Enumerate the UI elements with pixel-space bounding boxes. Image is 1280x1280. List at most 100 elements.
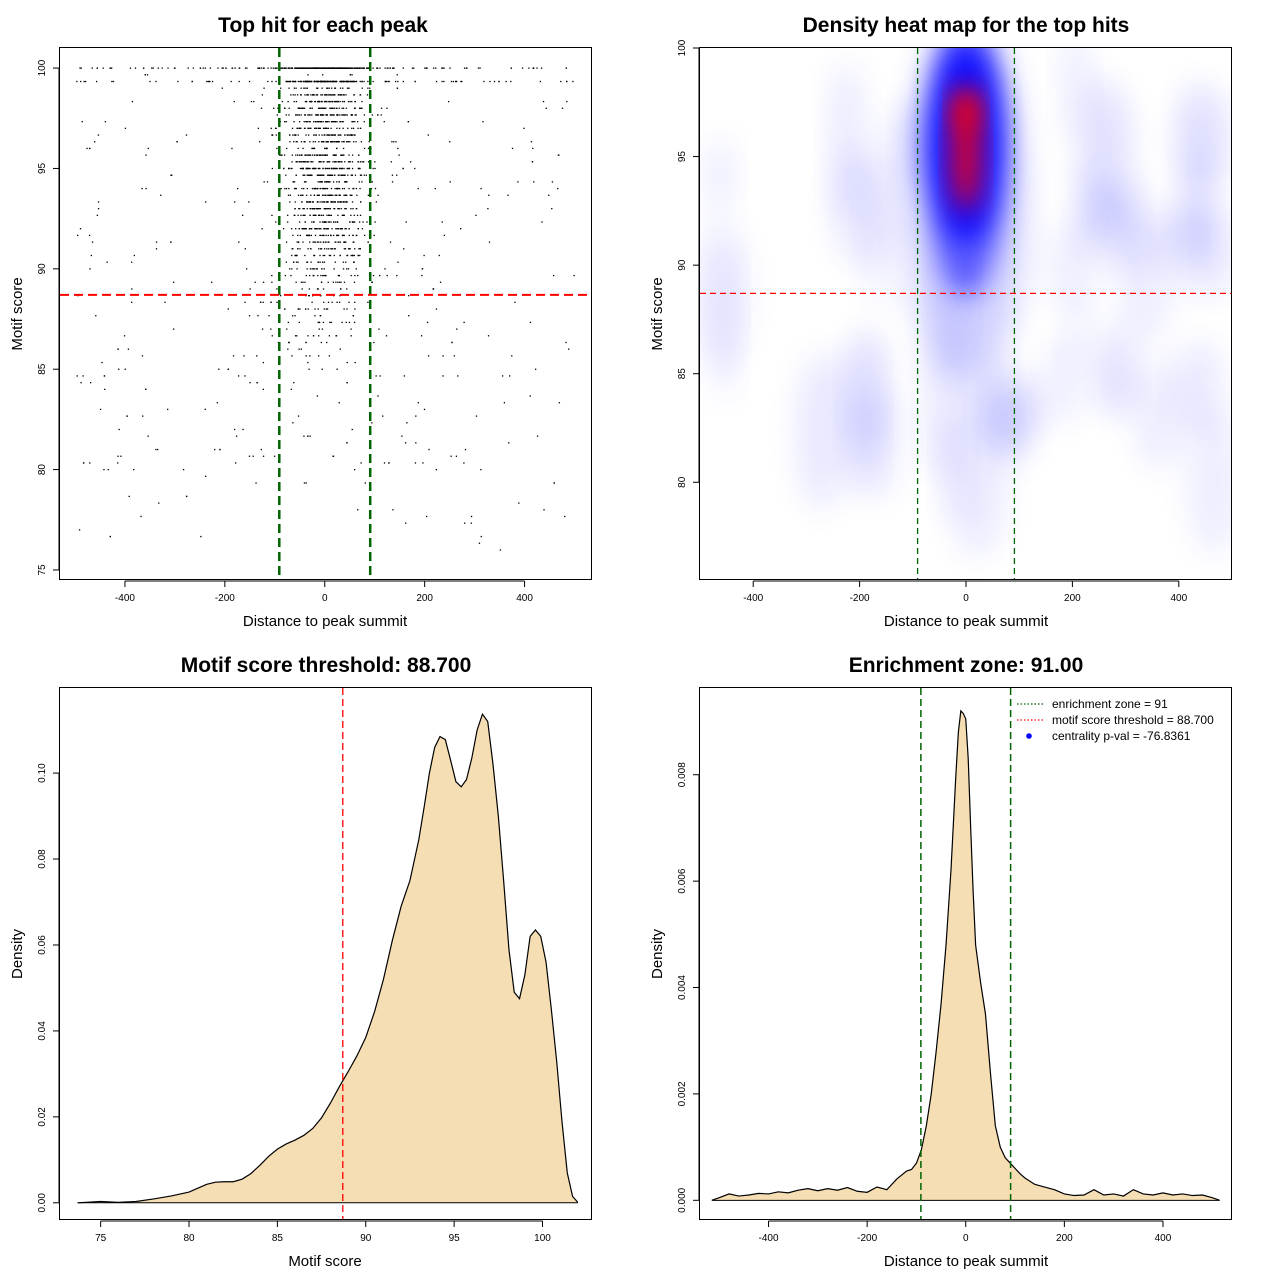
scatter-point <box>337 281 339 283</box>
scatter-point <box>372 167 374 170</box>
scatter-point <box>309 274 311 277</box>
scatter-point <box>345 80 347 83</box>
scatter-point <box>397 80 399 83</box>
scatter-point <box>335 100 338 103</box>
scatter-plot-frame <box>59 47 592 580</box>
scatter-point <box>343 80 346 83</box>
scatter-x-label: Distance to peak summit <box>243 613 408 630</box>
scatter-point <box>330 114 333 116</box>
scatter-point <box>327 301 330 303</box>
heatmap-y-label: Motif score <box>649 277 666 350</box>
scatter-point <box>356 234 358 237</box>
scatter-point <box>355 141 357 143</box>
scatter-point <box>306 80 309 83</box>
scatter-point <box>337 114 339 116</box>
scatter-point <box>348 187 350 190</box>
scatter-point <box>299 80 301 83</box>
scatter-point <box>338 228 340 230</box>
scatter-point <box>216 402 219 404</box>
scatter-point <box>363 67 365 69</box>
scatter-point <box>260 67 263 69</box>
scatter-point <box>341 94 343 96</box>
scatter-point <box>573 274 575 277</box>
scatter-point <box>449 67 451 69</box>
scatter-point <box>261 94 264 96</box>
scatter-point <box>294 94 296 96</box>
scatter-point <box>357 161 360 163</box>
scatter-point <box>358 67 360 69</box>
scatter-point <box>367 194 370 196</box>
scatter-point <box>325 308 328 310</box>
scatter-point <box>424 67 426 69</box>
scatter-point <box>330 127 332 130</box>
scatter-point <box>319 214 321 216</box>
scatter-point <box>449 181 451 183</box>
scatter-point <box>256 381 258 384</box>
scatter-point <box>288 341 290 344</box>
scatter-point <box>328 221 331 223</box>
scatter-point <box>290 274 292 277</box>
scatter-point <box>312 94 314 96</box>
scatter-point <box>209 80 211 83</box>
scatter-point <box>352 187 354 190</box>
scatter-point <box>353 261 355 263</box>
scatter-point <box>318 100 320 103</box>
scatter-point <box>300 67 302 69</box>
scatter-point <box>288 114 290 116</box>
scatter-point <box>164 301 166 303</box>
scatter-point <box>463 67 466 69</box>
scatter-point <box>275 221 277 223</box>
scatter-point <box>331 100 333 103</box>
scatter-point <box>277 107 279 109</box>
scatter-point <box>307 201 309 203</box>
scatter-point <box>332 107 334 109</box>
scatter-point <box>441 67 443 69</box>
scatter-point <box>345 261 347 263</box>
scatter-point <box>329 67 331 69</box>
scatter-point <box>355 187 358 190</box>
scatter-point <box>441 221 443 223</box>
scatter-point <box>347 248 350 250</box>
scatter-point <box>301 187 303 190</box>
scatter-point <box>449 141 451 143</box>
scatter-point <box>275 134 277 136</box>
scatter-point <box>455 455 458 457</box>
scatter-point <box>438 254 440 257</box>
scatter-point <box>276 67 278 69</box>
scatter-point <box>298 121 301 123</box>
scatter-point <box>262 455 265 457</box>
scatter-point <box>447 100 450 103</box>
scatter-point <box>332 455 334 457</box>
scatter-point <box>206 80 208 83</box>
scatter-point <box>320 80 323 83</box>
scatter-point <box>317 181 319 183</box>
scatter-point <box>350 274 352 277</box>
distance-density-y-tick-label: 0.006 <box>677 868 688 893</box>
scatter-point <box>337 274 340 277</box>
scatter-point <box>77 234 79 237</box>
scatter-point <box>182 468 185 471</box>
scatter-point <box>293 134 296 136</box>
scatter-point <box>316 228 318 230</box>
scatter-point <box>283 167 285 170</box>
scatter-point <box>80 381 82 384</box>
scatter-point <box>312 208 315 210</box>
scatter-point <box>336 67 339 69</box>
scatter-point <box>299 167 302 170</box>
scatter-point <box>325 234 327 237</box>
scatter-point <box>280 187 282 190</box>
scatter-point <box>443 234 446 237</box>
scatter-point <box>302 208 304 210</box>
scatter-point <box>238 80 240 83</box>
scatter-point <box>297 415 300 417</box>
scatter-point <box>155 448 157 451</box>
scatter-point <box>326 201 328 203</box>
scatter-point <box>298 221 301 223</box>
scatter-point <box>480 535 482 538</box>
scatter-point <box>261 328 264 330</box>
scatter-point <box>316 94 318 96</box>
scatter-point <box>314 67 316 69</box>
scatter-point <box>311 154 313 156</box>
scatter-point <box>327 194 330 196</box>
